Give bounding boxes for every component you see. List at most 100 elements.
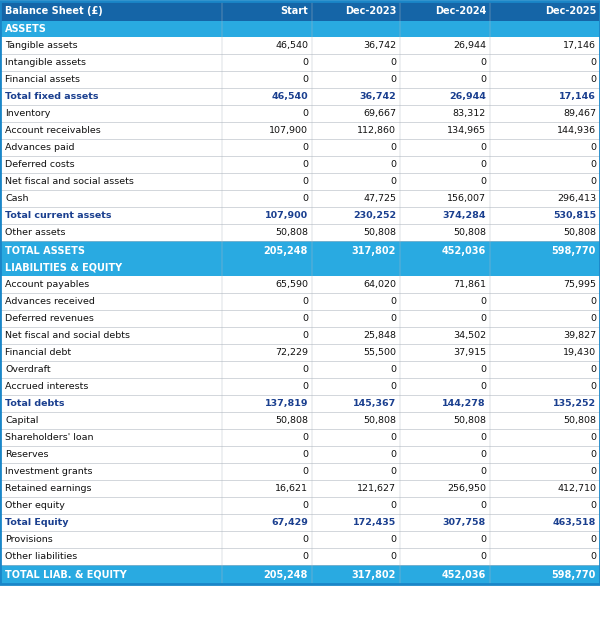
Text: 0: 0 [390, 450, 396, 459]
Text: Tangible assets: Tangible assets [5, 41, 77, 50]
Text: 0: 0 [480, 75, 486, 84]
Text: Inventory: Inventory [5, 109, 50, 118]
Text: 0: 0 [390, 160, 396, 169]
Text: 0: 0 [390, 382, 396, 391]
Text: Capital: Capital [5, 416, 38, 425]
Text: 39,827: 39,827 [563, 331, 596, 340]
Bar [0, 344, 600, 361]
Text: Deferred revenues: Deferred revenues [5, 314, 94, 323]
Text: Provisions: Provisions [5, 535, 53, 544]
Text: 0: 0 [302, 535, 308, 544]
Text: 67,429: 67,429 [271, 518, 308, 527]
Text: 0: 0 [302, 331, 308, 340]
Text: 107,900: 107,900 [269, 126, 308, 135]
Text: 307,758: 307,758 [443, 518, 486, 527]
Text: 0: 0 [590, 433, 596, 442]
Text: 0: 0 [480, 467, 486, 476]
Bar [0, 293, 600, 310]
Text: Account receivables: Account receivables [5, 126, 101, 135]
Bar [0, 105, 600, 122]
Text: 296,413: 296,413 [557, 194, 596, 203]
Text: 112,860: 112,860 [357, 126, 396, 135]
Text: Accrued interests: Accrued interests [5, 382, 88, 391]
Text: 0: 0 [590, 365, 596, 374]
Text: 89,467: 89,467 [563, 109, 596, 118]
Text: 172,435: 172,435 [353, 518, 396, 527]
Text: Shareholders' loan: Shareholders' loan [5, 433, 94, 442]
Text: 0: 0 [390, 143, 396, 152]
Text: 0: 0 [302, 552, 308, 561]
Text: 0: 0 [302, 450, 308, 459]
Bar [0, 446, 600, 463]
Bar [0, 260, 600, 276]
Text: 0: 0 [480, 365, 486, 374]
Text: 0: 0 [480, 450, 486, 459]
Text: 0: 0 [590, 75, 596, 84]
Text: 0: 0 [480, 535, 486, 544]
Text: 412,710: 412,710 [557, 484, 596, 493]
Bar [0, 361, 600, 378]
Text: 256,950: 256,950 [447, 484, 486, 493]
Text: 0: 0 [390, 535, 396, 544]
Text: 26,944: 26,944 [449, 92, 486, 101]
Text: 0: 0 [480, 314, 486, 323]
Text: Net fiscal and social debts: Net fiscal and social debts [5, 331, 130, 340]
Text: 0: 0 [302, 314, 308, 323]
Text: 0: 0 [590, 552, 596, 561]
Text: 0: 0 [590, 467, 596, 476]
Text: Other equity: Other equity [5, 501, 65, 510]
Bar [0, 224, 600, 241]
Text: TOTAL LIAB. & EQUITY: TOTAL LIAB. & EQUITY [5, 570, 127, 579]
Text: Advances received: Advances received [5, 297, 95, 306]
Text: 17,146: 17,146 [559, 92, 596, 101]
Text: 0: 0 [590, 160, 596, 169]
Text: 50,808: 50,808 [453, 228, 486, 237]
Text: 530,815: 530,815 [553, 211, 596, 220]
Text: 0: 0 [480, 382, 486, 391]
Text: 37,915: 37,915 [453, 348, 486, 357]
Text: ASSETS: ASSETS [5, 24, 47, 34]
Text: Start: Start [280, 6, 308, 16]
Text: Net fiscal and social assets: Net fiscal and social assets [5, 177, 134, 186]
Text: Total current assets: Total current assets [5, 211, 112, 220]
Text: 83,312: 83,312 [453, 109, 486, 118]
Text: Dec-2024: Dec-2024 [434, 6, 486, 16]
Bar [0, 497, 600, 514]
Text: Reserves: Reserves [5, 450, 49, 459]
Bar [0, 139, 600, 156]
Text: 144,278: 144,278 [442, 399, 486, 408]
Text: 156,007: 156,007 [447, 194, 486, 203]
Text: 46,540: 46,540 [271, 92, 308, 101]
Text: 50,808: 50,808 [275, 416, 308, 425]
Text: Financial debt: Financial debt [5, 348, 71, 357]
Text: Balance Sheet (£): Balance Sheet (£) [5, 6, 103, 16]
Bar [0, 276, 600, 293]
Bar [0, 207, 600, 224]
Text: 0: 0 [302, 160, 308, 169]
Text: 0: 0 [480, 160, 486, 169]
Bar [0, 190, 600, 207]
Text: 46,540: 46,540 [275, 41, 308, 50]
Text: 230,252: 230,252 [353, 211, 396, 220]
Text: 452,036: 452,036 [442, 246, 486, 255]
Bar [0, 327, 600, 344]
Bar [0, 565, 600, 584]
Text: 205,248: 205,248 [263, 570, 308, 579]
Text: 0: 0 [480, 501, 486, 510]
Text: 0: 0 [480, 177, 486, 186]
Text: 50,808: 50,808 [563, 416, 596, 425]
Bar [0, 412, 600, 429]
Text: 0: 0 [390, 177, 396, 186]
Text: 121,627: 121,627 [357, 484, 396, 493]
Bar [0, 1, 600, 21]
Text: 0: 0 [390, 314, 396, 323]
Text: Other assets: Other assets [5, 228, 65, 237]
Text: Deferred costs: Deferred costs [5, 160, 74, 169]
Text: 0: 0 [302, 433, 308, 442]
Text: 598,770: 598,770 [551, 246, 596, 255]
Text: Retained earnings: Retained earnings [5, 484, 91, 493]
Text: 64,020: 64,020 [363, 280, 396, 289]
Text: 0: 0 [590, 297, 596, 306]
Text: 0: 0 [590, 382, 596, 391]
Text: 19,430: 19,430 [563, 348, 596, 357]
